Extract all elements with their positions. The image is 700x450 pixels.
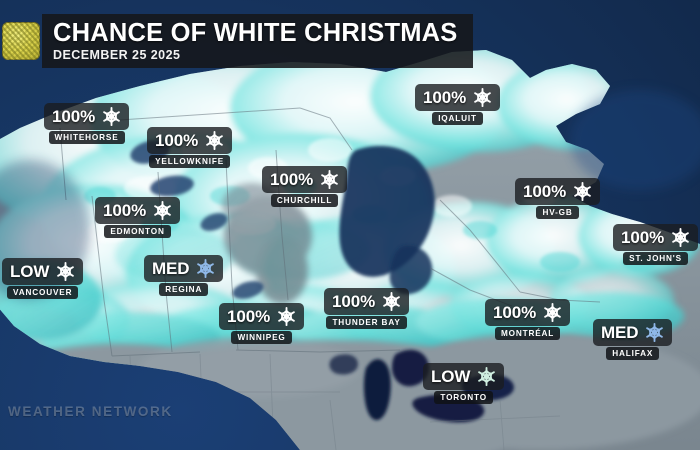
snowflake-icon [574,182,591,201]
city-label-iqaluit: 100% IQALUIT [415,84,501,125]
city-chance-value: 100% [523,182,567,201]
title-block: CHANCE OF WHITE CHRISTMAS DECEMBER 25 20… [42,14,474,68]
snowflake-icon [206,131,223,150]
snowflake-icon [646,323,664,342]
city-name: THUNDER BAY [326,316,407,329]
city-value-pill: 100% [44,103,130,130]
snowflake-icon [474,88,491,107]
city-value-pill: MED [593,319,673,346]
snowflake-icon [383,292,400,311]
city-label-regina: MED REGINA [144,255,224,296]
city-chance-value: LOW [10,262,50,281]
city-label-st-john-s: 100% ST. JOHN'S [613,224,699,265]
city-name: WHITEHORSE [48,131,125,144]
city-label-halifax: MED HALIFAX [593,319,673,360]
james-bay [389,245,433,295]
city-name: TORONTO [434,391,493,404]
hudson-bay [339,146,435,277]
city-value-pill: MED [144,255,224,282]
city-value-pill: 100% [485,299,571,326]
watermark: WEATHER NETWORK [8,404,173,419]
city-chance-value: 100% [52,107,96,126]
city-value-pill: 100% [324,288,410,315]
city-label-yellowknife: 100% YELLOWKNIFE [147,127,233,168]
city-label-winnipeg: 100% WINNIPEG [219,303,305,344]
city-name: REGINA [159,283,209,296]
city-name: YELLOWKNIFE [149,155,231,168]
city-chance-value: MED [601,323,639,342]
snowflake-icon [103,107,120,126]
city-name: EDMONTON [104,225,171,238]
city-name: WINNIPEG [231,331,292,344]
city-name: IQALUIT [432,112,483,125]
city-name: MONTRÉAL [494,327,561,340]
city-chance-value: 100% [155,131,199,150]
city-chance-value: LOW [431,367,471,386]
city-chance-value: 100% [493,303,537,322]
city-value-pill: 100% [613,224,699,251]
city-chance-value: MED [152,259,190,278]
city-value-pill: LOW [2,258,84,285]
header-banner: CHANCE OF WHITE CHRISTMAS DECEMBER 25 20… [0,14,474,68]
page-subtitle: DECEMBER 25 2025 [53,47,181,62]
snowflake-icon [544,303,561,322]
page-title: CHANCE OF WHITE CHRISTMAS [53,18,458,47]
city-label-thunder-bay: 100% THUNDER BAY [324,288,410,329]
city-label-toronto: LOW TORONTO [423,363,505,404]
city-label-vancouver: LOW VANCOUVER [2,258,84,299]
city-chance-value: 100% [621,228,665,247]
city-value-pill: 100% [415,84,501,111]
city-label-whitehorse: 100% WHITEHORSE [44,103,130,144]
city-label-edmonton: 100% EDMONTON [95,197,181,238]
city-chance-value: 100% [332,292,376,311]
city-chance-value: 100% [103,201,147,220]
bare-land-central [222,183,312,304]
landmass-base [0,50,700,450]
snowflake-icon [478,367,496,386]
city-value-pill: LOW [423,363,505,390]
city-value-pill: 100% [219,303,305,330]
snowflake-icon [672,228,689,247]
city-chance-value: 100% [227,307,271,326]
city-value-pill: 100% [95,197,181,224]
city-label-montr-al: 100% MONTRÉAL [485,299,571,340]
city-label-hv-gb: 100% HV-GB [515,178,601,219]
city-chance-value: 100% [270,170,314,189]
city-name: HV-GB [536,206,579,219]
city-name: ST. JOHN'S [623,252,688,265]
city-name: HALIFAX [606,347,660,360]
city-label-churchill: 100% CHURCHILL [262,166,348,207]
sun-logo-icon [2,22,40,60]
snowflake-icon [154,201,171,220]
city-name: VANCOUVER [7,286,79,299]
snowflake-icon [197,259,215,278]
city-chance-value: 100% [423,88,467,107]
snowflake-icon [321,170,338,189]
snowflake-icon [57,262,75,281]
snowflake-icon [278,307,295,326]
city-value-pill: 100% [147,127,233,154]
city-name: CHURCHILL [270,194,339,207]
city-value-pill: 100% [262,166,348,193]
city-value-pill: 100% [515,178,601,205]
